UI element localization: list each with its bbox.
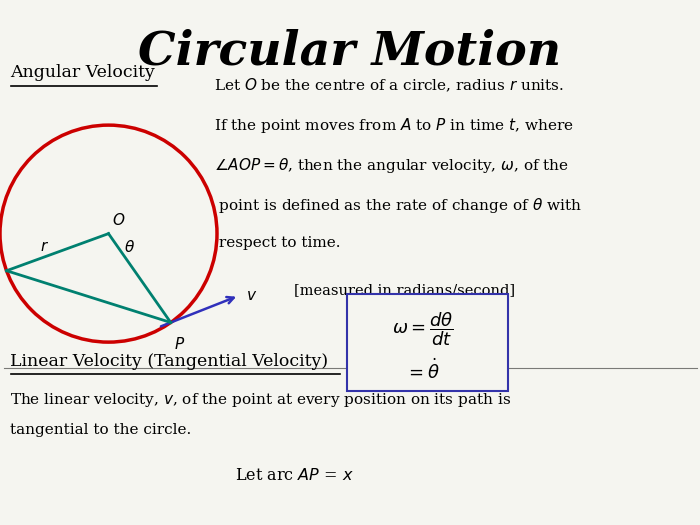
Text: If the point moves from $A$ to $P$ in time $t$, where: If the point moves from $A$ to $P$ in ti… bbox=[214, 116, 573, 135]
Text: point is defined as the rate of change of $\theta$ with: point is defined as the rate of change o… bbox=[214, 196, 581, 215]
Text: $O$: $O$ bbox=[112, 213, 125, 228]
Text: $\omega = \dfrac{d\theta}{dt}$: $\omega = \dfrac{d\theta}{dt}$ bbox=[391, 310, 453, 348]
Text: tangential to the circle.: tangential to the circle. bbox=[10, 423, 192, 437]
Text: respect to time.: respect to time. bbox=[214, 236, 340, 250]
Text: The linear velocity, $v$, of the point at every position on its path is: The linear velocity, $v$, of the point a… bbox=[10, 391, 512, 409]
Text: $r$: $r$ bbox=[41, 240, 50, 254]
FancyBboxPatch shape bbox=[346, 294, 508, 391]
Text: $P$: $P$ bbox=[174, 335, 185, 352]
Text: $= \dot{\theta}$: $= \dot{\theta}$ bbox=[405, 359, 440, 383]
Text: $v$: $v$ bbox=[246, 289, 257, 302]
Text: Circular Motion: Circular Motion bbox=[139, 29, 561, 75]
Text: Let $O$ be the centre of a circle, radius $r$ units.: Let $O$ be the centre of a circle, radiu… bbox=[214, 76, 564, 93]
Text: [measured in radians/second]: [measured in radians/second] bbox=[294, 284, 515, 298]
Text: $\angle AOP = \theta$, then the angular velocity, $\omega$, of the: $\angle AOP = \theta$, then the angular … bbox=[214, 156, 568, 175]
Text: Linear Velocity (Tangential Velocity): Linear Velocity (Tangential Velocity) bbox=[10, 353, 328, 370]
Text: Angular Velocity: Angular Velocity bbox=[10, 65, 155, 81]
Text: $\theta$: $\theta$ bbox=[124, 239, 135, 255]
Text: Let arc $AP$ = $x$: Let arc $AP$ = $x$ bbox=[234, 467, 354, 484]
